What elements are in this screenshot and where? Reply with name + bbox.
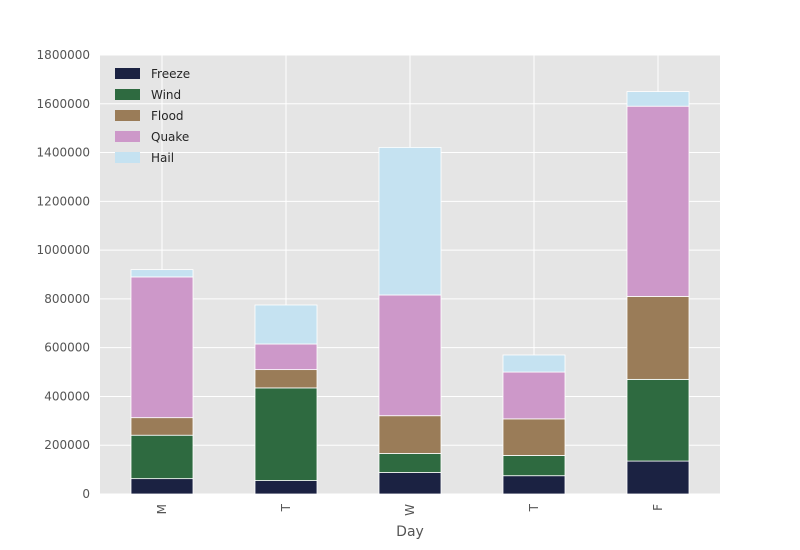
bar-hail-4	[626, 91, 690, 107]
legend-label-freeze: Freeze	[151, 67, 190, 81]
bar-flood-3	[502, 418, 566, 456]
bar-freeze-1	[254, 480, 318, 495]
y-tick-label-4: 800000	[44, 292, 90, 306]
bar-quake-2	[378, 294, 442, 417]
bar-hail-0	[130, 269, 194, 278]
bar-wind-4	[626, 378, 690, 462]
y-tick-label-1: 200000	[44, 438, 90, 452]
bar-hail-2	[378, 147, 442, 296]
y-tick-label-7: 1400000	[37, 146, 90, 160]
bar-flood-4	[626, 296, 690, 380]
legend-swatch-wind	[115, 89, 140, 100]
bar-wind-1	[254, 387, 318, 481]
bar-flood-0	[130, 417, 194, 436]
bar-freeze-3	[502, 475, 566, 495]
legend-label-flood: Flood	[151, 109, 184, 123]
legend-swatch-quake	[115, 131, 140, 142]
bar-wind-3	[502, 455, 566, 477]
bar-quake-4	[626, 105, 690, 297]
bar-freeze-2	[378, 472, 442, 495]
bar-freeze-0	[130, 478, 194, 495]
y-tick-label-5: 1000000	[37, 243, 90, 257]
y-axis-ticks: 0 200000 400000 600000 800000 1000000 1200000 1…	[37, 48, 90, 501]
x-tick-label-2: W	[403, 504, 417, 516]
bar-hail-1	[254, 304, 318, 345]
bar-quake-3	[502, 371, 566, 420]
y-tick-label-3: 600000	[44, 341, 90, 355]
bar-freeze-4	[626, 460, 690, 495]
x-tick-label-3: T	[527, 503, 541, 512]
bar-wind-0	[130, 434, 194, 480]
bar-flood-1	[254, 369, 318, 389]
legend-swatch-hail	[115, 152, 140, 163]
bar-flood-2	[378, 415, 442, 454]
legend-label-quake: Quake	[151, 130, 189, 144]
legend-label-hail: Hail	[151, 151, 174, 165]
legend-swatch-freeze	[115, 68, 140, 79]
bar-quake-0	[130, 276, 194, 419]
y-tick-label-8: 1600000	[37, 97, 90, 111]
y-tick-label-9: 1800000	[37, 48, 90, 62]
x-axis-label: Day	[396, 524, 424, 540]
bar-hail-3	[502, 354, 566, 373]
y-tick-label-0: 0	[82, 487, 90, 501]
y-tick-label-2: 400000	[44, 389, 90, 403]
x-tick-label-1: T	[279, 503, 293, 512]
x-tick-label-0: M	[155, 504, 169, 514]
legend: Freeze Wind Flood Quake Hail	[115, 67, 190, 165]
x-tick-label-4: F	[651, 504, 665, 511]
y-tick-label-6: 1200000	[37, 194, 90, 208]
legend-label-wind: Wind	[151, 88, 181, 102]
bar-quake-1	[254, 343, 318, 371]
bar-wind-2	[378, 453, 442, 473]
legend-swatch-flood	[115, 110, 140, 121]
bars	[130, 91, 690, 495]
